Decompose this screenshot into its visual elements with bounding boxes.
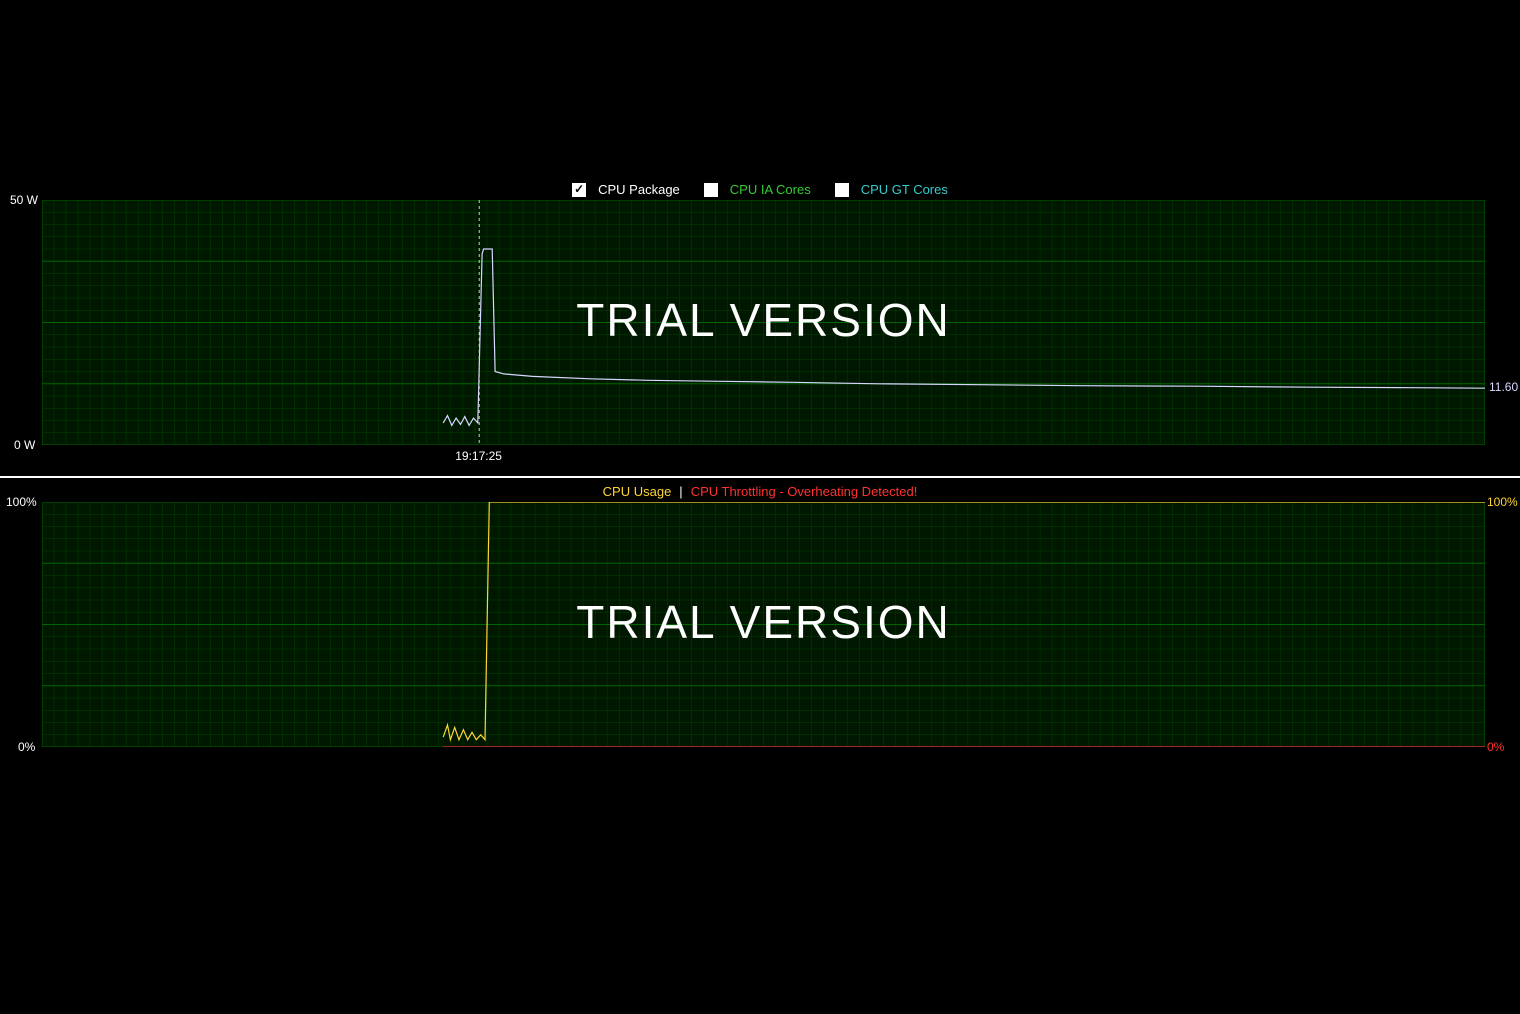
panel-divider [0,476,1520,478]
legend-item-cpu-usage: CPU Usage [603,484,672,499]
legend-item-cpu-ia-cores[interactable]: CPU IA Cores [698,182,817,197]
chart1-legend: CPU Package CPU IA Cores CPU GT Cores [0,182,1520,200]
chart2-right-top-label: 100% [1487,495,1518,509]
chart2-right-bottom-label: 0% [1487,740,1504,754]
chart1-y-bottom-label: 0 W [14,438,35,452]
checkbox-icon[interactable] [572,183,586,197]
chart1-right-value-label: 11.60 [1489,380,1518,394]
chart1-y-top-label: 50 W [10,193,38,207]
chart1-plot-area[interactable]: TRIAL VERSION [42,200,1485,445]
chart2-legend: CPU Usage | CPU Throttling - Overheating D… [0,484,1520,499]
checkbox-icon[interactable] [835,183,849,197]
legend-item-cpu-gt-cores[interactable]: CPU GT Cores [829,182,954,197]
checkbox-icon[interactable] [704,183,718,197]
legend-item-cpu-throttling-overheating-detected-: CPU Throttling - Overheating Detected! [691,484,918,499]
chart2-plot-area[interactable]: TRIAL VERSION [42,502,1485,747]
legend-separator: | [679,484,682,499]
legend-item-cpu-package[interactable]: CPU Package [566,182,686,197]
chart2-y-bottom-label: 0% [18,740,35,754]
chart2-y-top-label: 100% [6,495,37,509]
chart1-x-cursor-label: 19:17:25 [455,449,502,463]
